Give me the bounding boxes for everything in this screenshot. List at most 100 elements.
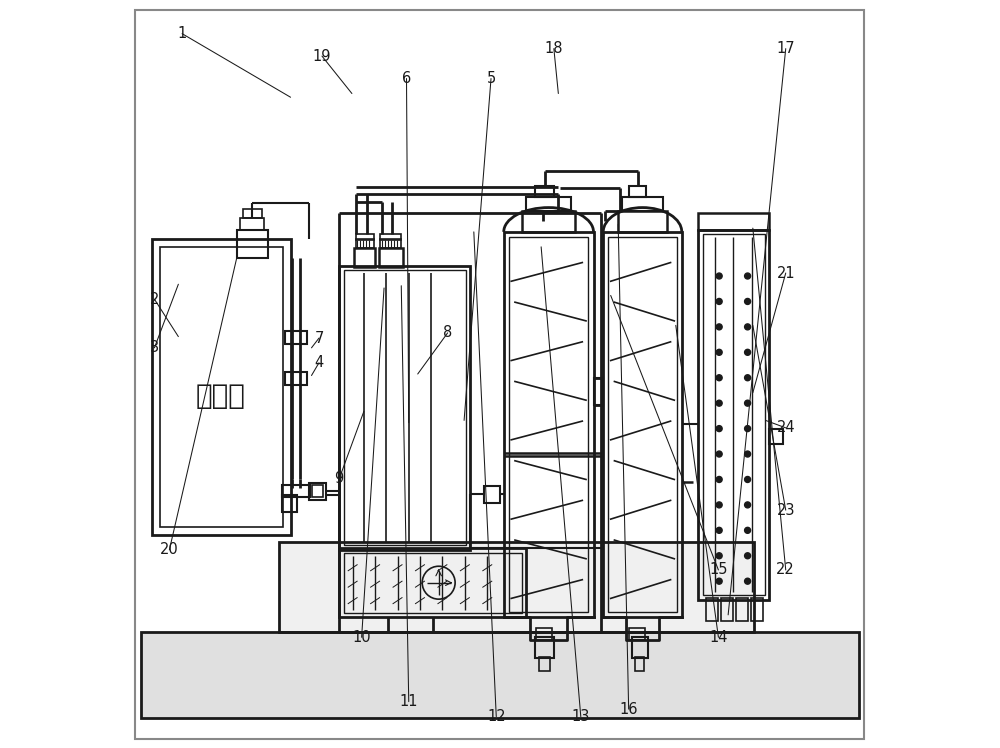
Circle shape — [745, 400, 751, 406]
Bar — [632, 637, 648, 658]
Bar — [594, 378, 603, 405]
Bar — [629, 186, 646, 197]
Bar — [526, 197, 571, 211]
Text: 13: 13 — [572, 709, 590, 724]
Text: 8: 8 — [443, 325, 452, 340]
Bar — [608, 237, 677, 612]
Bar — [282, 485, 310, 497]
Circle shape — [716, 349, 722, 355]
Bar — [339, 548, 526, 617]
Text: 16: 16 — [619, 702, 638, 717]
Bar — [509, 237, 588, 612]
Text: 4: 4 — [314, 355, 324, 370]
Text: 7: 7 — [314, 331, 324, 346]
Text: 3: 3 — [150, 340, 159, 355]
Text: 24: 24 — [776, 420, 795, 435]
Circle shape — [745, 375, 751, 381]
Bar — [536, 628, 552, 640]
Text: 6: 6 — [402, 71, 411, 86]
Bar — [282, 495, 297, 512]
Bar — [152, 239, 291, 535]
Bar — [243, 209, 262, 218]
Text: 15: 15 — [709, 562, 728, 577]
Bar — [354, 248, 375, 267]
Bar — [237, 230, 268, 258]
Bar — [635, 657, 644, 671]
Bar — [309, 483, 326, 500]
Text: 2: 2 — [150, 292, 159, 307]
Text: 19: 19 — [313, 49, 331, 64]
Bar — [698, 213, 769, 230]
Text: 5: 5 — [486, 71, 496, 86]
Bar — [698, 230, 769, 600]
Text: 18: 18 — [545, 41, 563, 56]
Bar — [344, 553, 522, 613]
Bar — [279, 542, 754, 632]
Circle shape — [716, 298, 722, 304]
Bar — [380, 239, 401, 248]
Circle shape — [745, 298, 751, 304]
Circle shape — [745, 553, 751, 559]
Bar — [618, 211, 667, 232]
Bar — [706, 598, 718, 621]
Text: 11: 11 — [399, 694, 418, 709]
Circle shape — [716, 502, 722, 508]
Circle shape — [745, 578, 751, 584]
Bar — [312, 485, 323, 497]
Bar — [356, 234, 374, 240]
Text: 22: 22 — [776, 562, 795, 577]
Bar — [141, 632, 859, 718]
Circle shape — [745, 451, 751, 457]
Circle shape — [716, 451, 722, 457]
Bar — [622, 197, 663, 211]
Circle shape — [745, 502, 751, 508]
Bar — [736, 598, 748, 621]
Bar — [356, 239, 374, 248]
Circle shape — [716, 324, 722, 330]
Bar — [380, 234, 401, 240]
Circle shape — [716, 578, 722, 584]
Circle shape — [745, 324, 751, 330]
Circle shape — [716, 375, 722, 381]
Bar — [285, 331, 307, 344]
Text: 氧化炉: 氧化炉 — [196, 382, 246, 411]
Bar — [629, 628, 645, 640]
Text: 23: 23 — [776, 503, 795, 518]
Circle shape — [745, 476, 751, 482]
Bar — [240, 218, 264, 230]
Bar — [769, 429, 783, 444]
Bar — [504, 232, 594, 617]
Text: 10: 10 — [352, 630, 371, 645]
Text: 14: 14 — [709, 630, 728, 645]
Circle shape — [745, 349, 751, 355]
Bar — [721, 598, 733, 621]
Bar — [160, 247, 283, 527]
Bar — [339, 266, 470, 550]
Circle shape — [745, 273, 751, 279]
Text: 12: 12 — [487, 709, 506, 724]
Bar — [535, 637, 554, 658]
Text: 1: 1 — [177, 26, 187, 41]
Circle shape — [716, 553, 722, 559]
Circle shape — [716, 426, 722, 432]
Circle shape — [716, 273, 722, 279]
Bar — [603, 232, 682, 617]
Circle shape — [716, 476, 722, 482]
Bar — [535, 186, 554, 197]
Bar — [539, 657, 550, 671]
Bar — [751, 598, 763, 621]
Text: 20: 20 — [160, 542, 179, 557]
Circle shape — [745, 426, 751, 432]
Text: 17: 17 — [776, 41, 795, 56]
Bar — [379, 248, 403, 267]
Circle shape — [716, 400, 722, 406]
Bar — [344, 270, 466, 545]
Text: 21: 21 — [776, 266, 795, 280]
Bar — [141, 632, 859, 718]
Bar — [703, 234, 765, 595]
Circle shape — [716, 527, 722, 533]
Text: 9: 9 — [335, 471, 344, 486]
Bar — [285, 372, 307, 385]
Bar — [279, 542, 754, 632]
Bar — [484, 486, 500, 503]
